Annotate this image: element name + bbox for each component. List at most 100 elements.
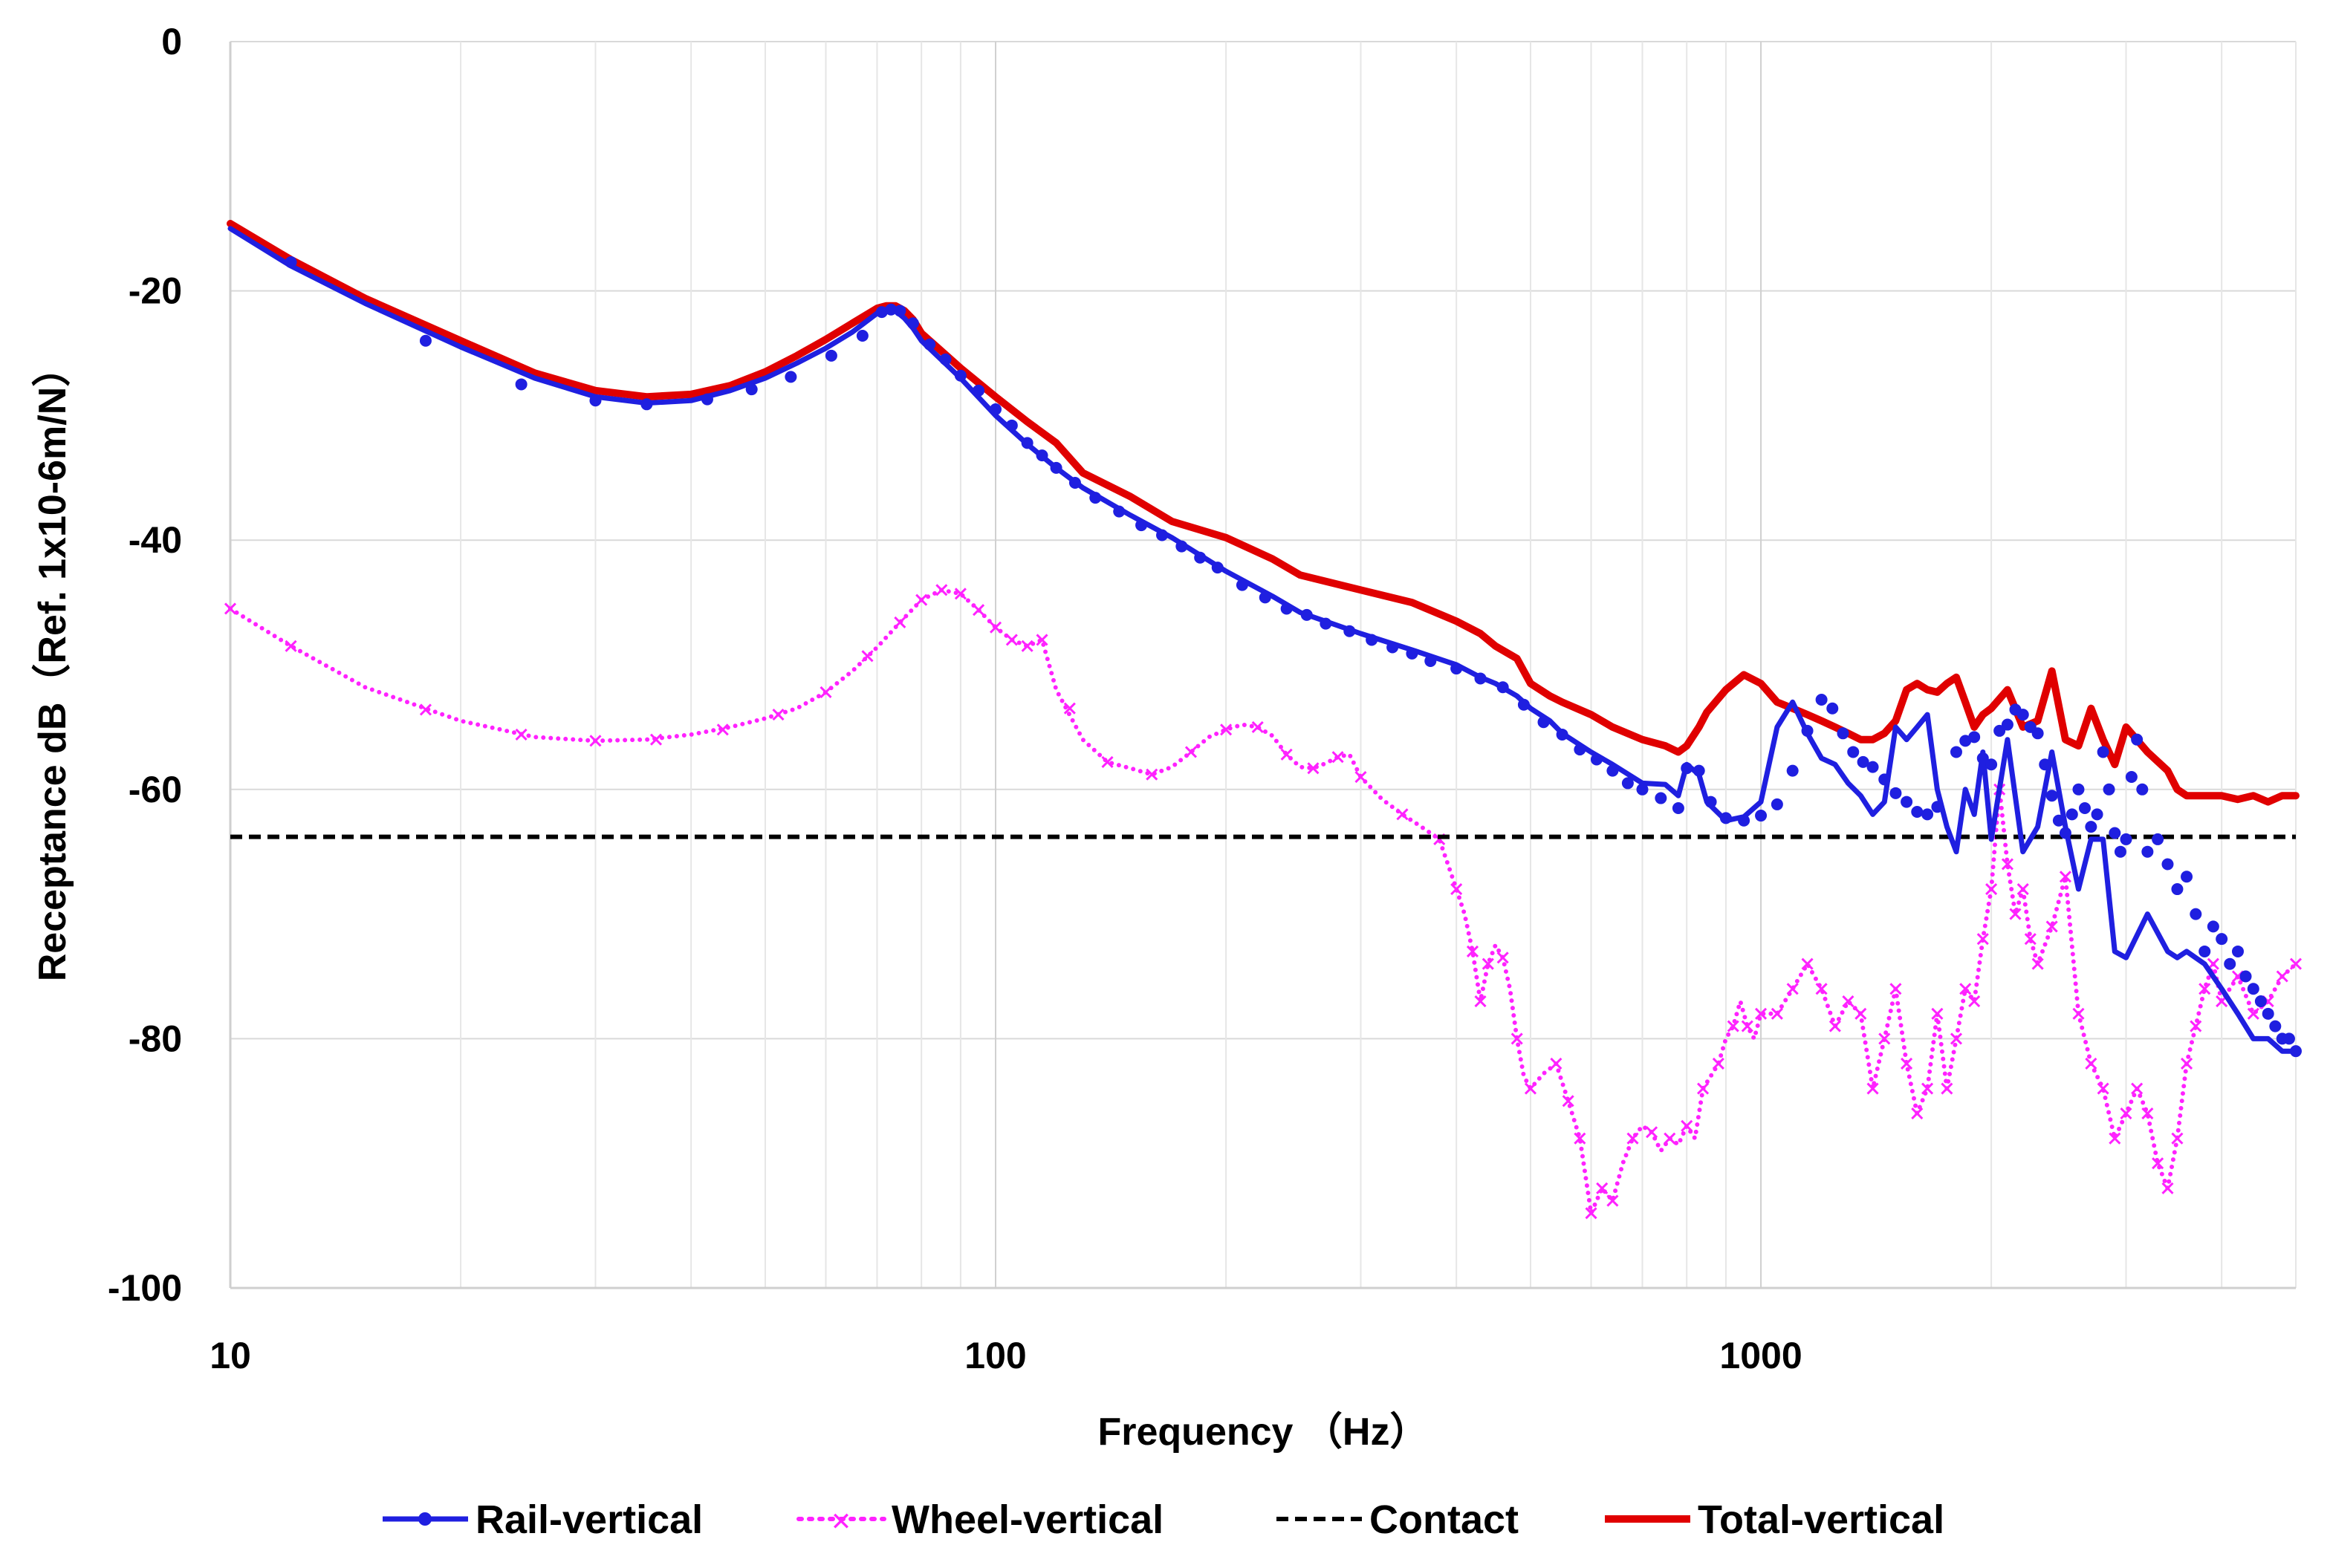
point-rail-vertical-34 — [1300, 608, 1313, 621]
point-rail-vertical-25 — [1113, 505, 1126, 518]
point-rail-vertical-41 — [1450, 663, 1463, 675]
point-wheel-vertical-87 — [2141, 1107, 2154, 1120]
point-wheel-vertical-58 — [1842, 995, 1854, 1008]
point-wheel-vertical-55 — [1801, 957, 1814, 970]
point-rail-vertical-53 — [1672, 801, 1684, 814]
point-wheel-vertical-62 — [1889, 983, 1902, 995]
point-wheel-vertical-33 — [1474, 995, 1487, 1008]
point-rail-vertical-108 — [2190, 908, 2202, 920]
point-rail-vertical-50 — [1621, 777, 1634, 790]
point-rail-vertical-106 — [2171, 883, 2184, 896]
point-rail-vertical-31 — [1236, 579, 1248, 591]
point-wheel-vertical-22 — [1184, 746, 1198, 758]
point-wheel-vertical-46 — [1664, 1132, 1676, 1145]
point-wheel-vertical-13 — [954, 588, 967, 600]
legend-item-rail[interactable]: Rail-vertical — [383, 1497, 703, 1542]
point-rail-vertical-80 — [1993, 724, 2006, 737]
y-tick-label-0: 0 — [161, 21, 182, 62]
point-rail-vertical-114 — [2239, 970, 2252, 983]
point-rail-vertical-120 — [2282, 1032, 2295, 1045]
point-wheel-vertical-72 — [1985, 882, 1998, 896]
point-wheel-vertical-8 — [820, 686, 832, 698]
point-rail-vertical-16 — [954, 369, 967, 382]
point-rail-vertical-49 — [1606, 764, 1619, 777]
point-rail-vertical-43 — [1496, 681, 1509, 694]
point-rail-vertical-101 — [2131, 733, 2144, 746]
point-wheel-vertical-0 — [224, 602, 237, 615]
point-rail-vertical-62 — [1801, 724, 1814, 737]
point-rail-vertical-89 — [2059, 827, 2071, 839]
point-wheel-vertical-50 — [1727, 1020, 1739, 1032]
point-rail-vertical-39 — [1406, 647, 1418, 660]
point-rail-vertical-32 — [1259, 591, 1271, 604]
legend-item-contact[interactable]: Contact — [1276, 1497, 1519, 1542]
point-rail-vertical-113 — [2232, 945, 2245, 957]
point-rail-vertical-116 — [2254, 995, 2267, 1008]
point-wheel-vertical-27 — [1331, 751, 1344, 764]
point-rail-vertical-42 — [1474, 672, 1487, 685]
point-rail-vertical-95 — [2097, 746, 2109, 758]
legend-item-total[interactable]: Total-vertical — [1605, 1497, 1944, 1542]
point-wheel-vertical-18 — [1036, 634, 1048, 646]
point-rail-vertical-86 — [2039, 758, 2051, 771]
point-wheel-vertical-78 — [2031, 957, 2044, 970]
point-rail-vertical-47 — [1574, 744, 1586, 756]
point-rail-vertical-57 — [1719, 812, 1732, 824]
point-rail-vertical-12 — [894, 305, 906, 317]
point-rail-vertical-4 — [640, 398, 653, 411]
point-wheel-vertical-65 — [1921, 1082, 1934, 1095]
point-rail-vertical-6 — [745, 383, 758, 396]
point-wheel-vertical-3 — [515, 728, 528, 741]
point-wheel-vertical-66 — [1931, 1007, 1944, 1020]
point-rail-vertical-71 — [1901, 796, 1913, 808]
point-wheel-vertical-21 — [1146, 768, 1158, 781]
point-rail-vertical-67 — [1857, 755, 1869, 768]
point-rail-vertical-13 — [906, 317, 919, 330]
point-wheel-vertical-11 — [915, 593, 928, 606]
point-rail-vertical-77 — [1968, 731, 1981, 744]
point-rail-vertical-7 — [785, 371, 797, 383]
point-rail-vertical-35 — [1320, 617, 1332, 630]
point-wheel-vertical-45 — [1646, 1126, 1658, 1139]
point-rail-vertical-115 — [2247, 983, 2259, 995]
point-rail-vertical-69 — [1878, 773, 1891, 786]
x-axis-title: Frequency （Hz） — [1098, 1411, 1429, 1454]
point-rail-vertical-38 — [1386, 641, 1399, 654]
point-rail-vertical-121 — [2290, 1045, 2302, 1058]
legend-marker-wheel: ✕ — [831, 1507, 852, 1537]
point-wheel-vertical-40 — [1574, 1132, 1586, 1145]
point-wheel-vertical-91 — [2180, 1057, 2193, 1070]
point-rail-vertical-36 — [1343, 625, 1356, 637]
point-rail-vertical-58 — [1738, 814, 1750, 827]
point-wheel-vertical-4 — [589, 735, 602, 747]
point-rail-vertical-15 — [939, 353, 952, 365]
point-wheel-vertical-67 — [1941, 1082, 1953, 1095]
point-wheel-vertical-64 — [1911, 1107, 1924, 1120]
point-wheel-vertical-74 — [2001, 858, 2014, 871]
point-wheel-vertical-88 — [2152, 1157, 2164, 1170]
legend-item-wheel[interactable]: ✕ Wheel-vertical — [796, 1497, 1164, 1542]
point-wheel-vertical-12 — [935, 584, 948, 596]
series-rail-vertical — [227, 226, 2302, 1058]
point-wheel-vertical-76 — [2016, 882, 2029, 896]
point-rail-vertical-99 — [2120, 833, 2132, 845]
point-wheel-vertical-16 — [1005, 634, 1018, 646]
point-wheel-vertical-83 — [2097, 1082, 2109, 1095]
series-wheel-vertical — [224, 584, 2303, 1220]
point-wheel-vertical-57 — [1828, 1020, 1841, 1032]
point-wheel-vertical-51 — [1741, 1020, 1753, 1032]
point-wheel-vertical-42 — [1596, 1182, 1609, 1194]
point-rail-vertical-111 — [2216, 933, 2228, 946]
point-rail-vertical-74 — [1931, 801, 1944, 813]
point-wheel-vertical-17 — [1021, 640, 1033, 652]
point-rail-vertical-118 — [2269, 1020, 2282, 1032]
point-rail-vertical-28 — [1175, 540, 1188, 553]
point-rail-vertical-44 — [1517, 698, 1530, 711]
point-wheel-vertical-60 — [1866, 1082, 1879, 1095]
point-wheel-vertical-10 — [894, 616, 906, 629]
point-rail-vertical-3 — [589, 394, 602, 407]
point-wheel-vertical-100 — [2289, 957, 2303, 970]
point-wheel-vertical-47 — [1681, 1119, 1693, 1132]
point-wheel-vertical-75 — [2009, 908, 2022, 920]
series-line-total-vertical — [227, 220, 2300, 806]
